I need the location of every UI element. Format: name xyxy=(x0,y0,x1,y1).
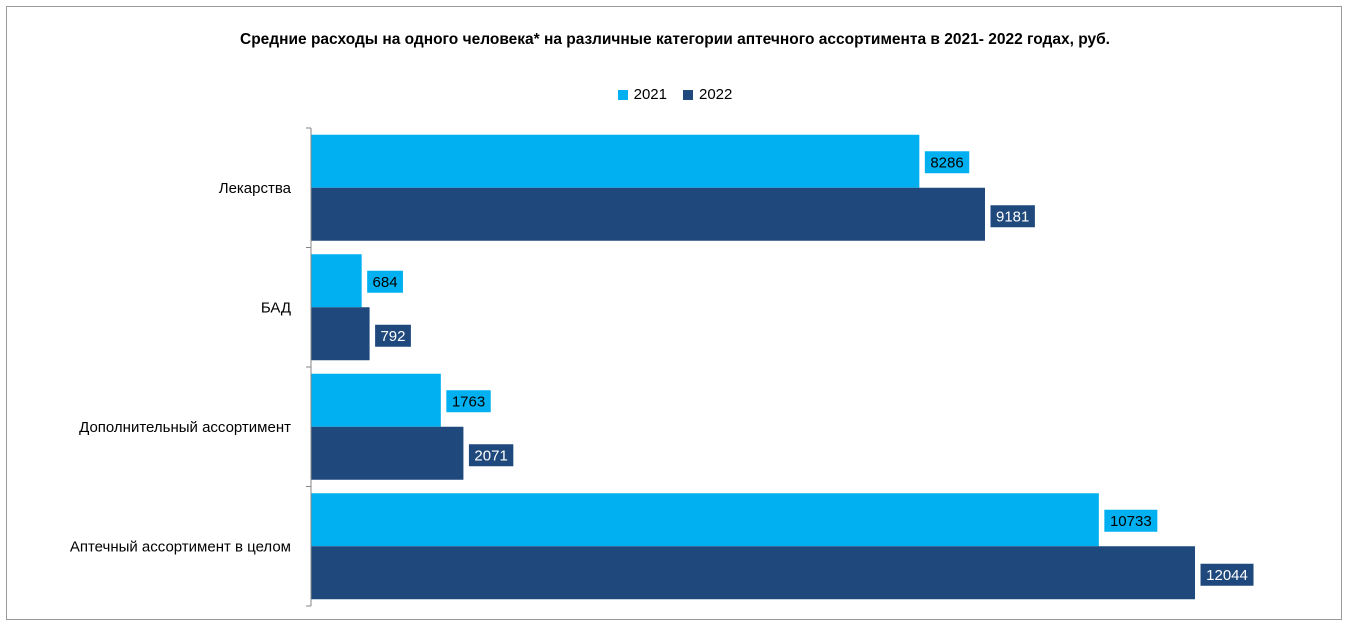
bar-2022 xyxy=(311,546,1196,600)
category-label: Аптечный ассортимент в целом xyxy=(70,538,291,555)
bar-2022 xyxy=(311,426,464,480)
category-label: БАД xyxy=(261,299,291,316)
bar-2022 xyxy=(311,187,985,241)
legend-swatch-2021 xyxy=(617,89,628,100)
category-label: Лекарства xyxy=(219,180,292,197)
data-label-box-2022 xyxy=(375,324,411,347)
category-label: Дополнительный ассортимент xyxy=(79,419,291,436)
data-label-box-2021 xyxy=(446,390,491,413)
data-label-2021: 10733 xyxy=(1110,513,1152,530)
bar-2021 xyxy=(311,254,362,308)
data-label-box-2022 xyxy=(468,444,514,467)
data-label-2022: 12044 xyxy=(1206,567,1248,584)
legend-item-2021: 2021 xyxy=(617,86,667,103)
data-label-2022: 2071 xyxy=(474,447,507,464)
data-label-2021: 1763 xyxy=(452,393,485,410)
legend: 2021 2022 xyxy=(0,86,1350,103)
data-label-box-2022 xyxy=(990,205,1035,228)
data-label-box-2021 xyxy=(367,270,403,293)
legend-label-2022: 2022 xyxy=(699,86,733,103)
legend-label-2021: 2021 xyxy=(633,86,667,103)
bar-2021 xyxy=(311,373,441,427)
data-label-2022: 9181 xyxy=(996,208,1029,225)
chart-title: Средние расходы на одного человека* на р… xyxy=(240,31,1110,48)
data-label-2021: 684 xyxy=(373,274,398,291)
data-label-2022: 792 xyxy=(380,328,405,345)
legend-item-2022: 2022 xyxy=(683,86,732,103)
bar-2022 xyxy=(311,307,370,361)
data-label-box-2022 xyxy=(1200,563,1254,586)
data-label-2021: 8286 xyxy=(930,154,963,171)
legend-swatch-2022 xyxy=(683,89,693,100)
data-label-box-2021 xyxy=(1104,509,1158,532)
data-label-box-2021 xyxy=(924,151,970,174)
bar-2021 xyxy=(311,134,920,188)
bar-2021 xyxy=(311,493,1099,547)
